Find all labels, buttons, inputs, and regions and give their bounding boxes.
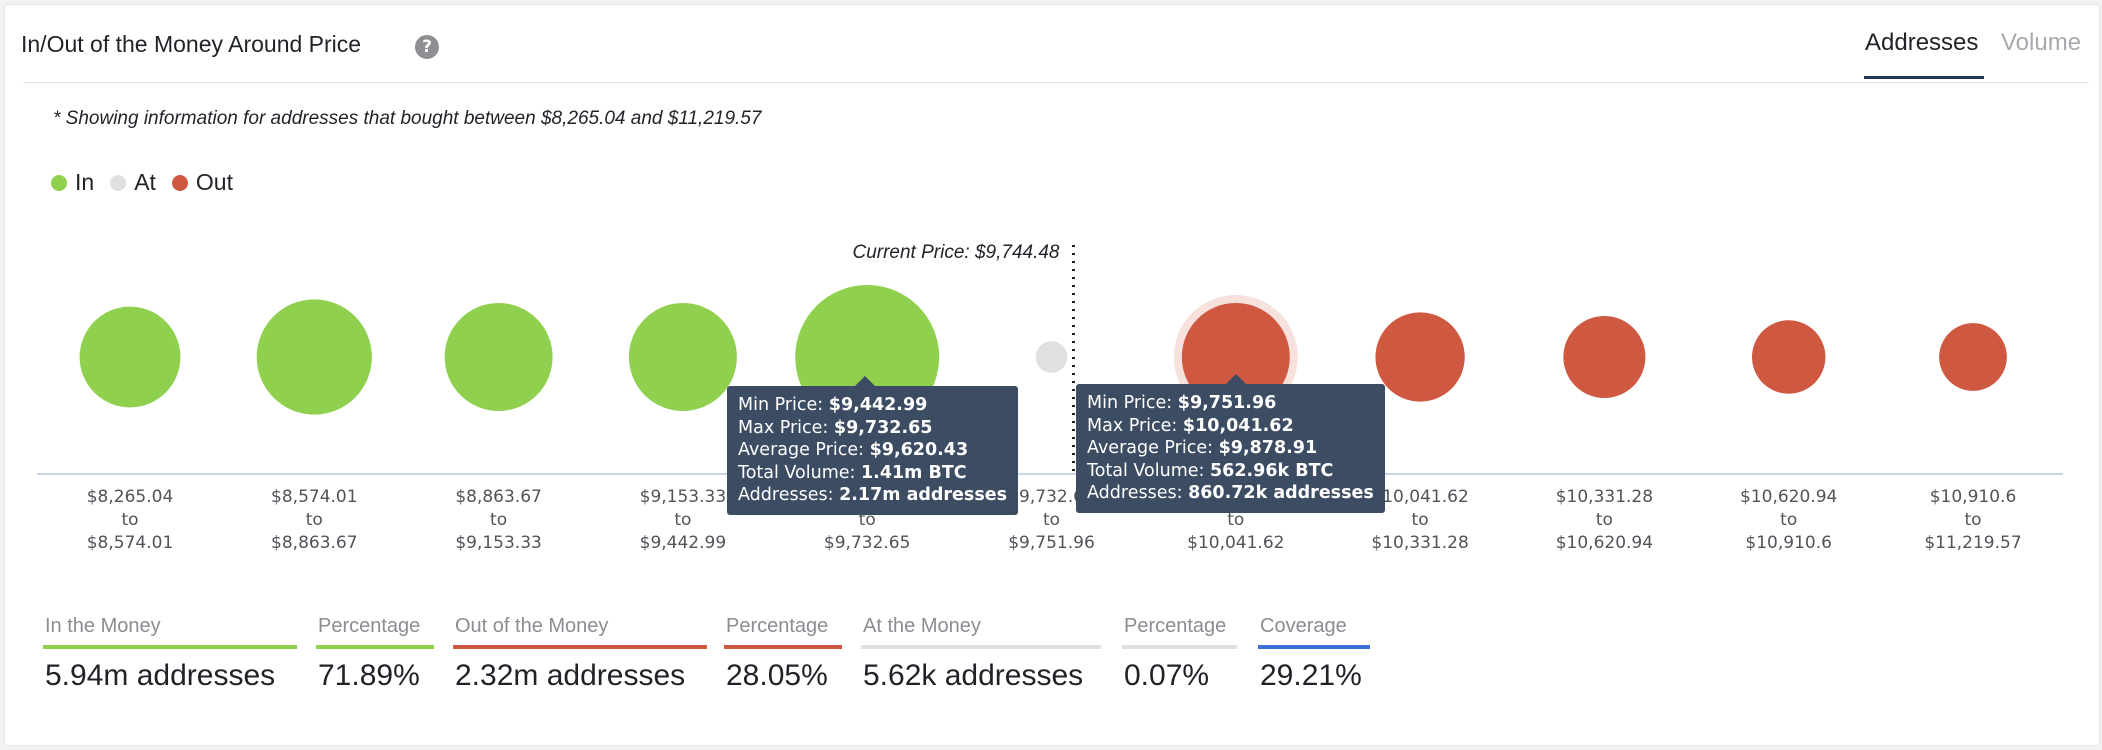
tab-volume[interactable]: Volume bbox=[2001, 29, 2082, 56]
x-tick-connector: to bbox=[1780, 510, 1797, 530]
header-divider bbox=[23, 82, 2089, 83]
current-price-label: Current Price: $9,744.48 bbox=[852, 242, 1059, 263]
x-tick-range-from: $10,041.62 bbox=[1371, 487, 1468, 507]
stat-label: Percentage bbox=[724, 615, 842, 649]
stat-value: 71.89% bbox=[318, 659, 420, 692]
legend-label-in: In bbox=[75, 169, 95, 195]
x-tick-connector: to bbox=[1412, 510, 1429, 530]
x-tick-connector: to bbox=[490, 510, 507, 530]
bubble-10[interactable] bbox=[1751, 320, 1826, 394]
stat-value: 29.21% bbox=[1260, 659, 1362, 692]
stat-out-of-the-money: Out of the Money 2.32m addresses bbox=[453, 615, 707, 693]
stat-at-the-money: At the Money 5.62k addresses bbox=[861, 615, 1101, 693]
stat-in-percentage: Percentage 71.89% bbox=[316, 615, 434, 693]
tooltip-row-min: Min Price: $9,751.96 bbox=[1087, 393, 1277, 413]
tooltip-row-volume: Total Volume: 1.41m BTC bbox=[738, 462, 967, 483]
x-tick-range-to: $10,910.6 bbox=[1745, 533, 1832, 553]
x-tick-range-to: $10,041.62 bbox=[1187, 533, 1284, 553]
tooltip-row-volume: Total Volume: 562.96k BTC bbox=[1087, 460, 1334, 481]
page-title: In/Out of the Money Around Price bbox=[21, 31, 362, 57]
chart-card: In/Out of the Money Around Price ? Addre… bbox=[4, 4, 2100, 746]
x-tick-range-to: $8,574.01 bbox=[87, 533, 174, 553]
stat-value: 5.94m addresses bbox=[45, 659, 276, 692]
legend-item-out[interactable]: Out bbox=[171, 169, 233, 196]
x-tick-range-to: $10,331.28 bbox=[1371, 533, 1468, 553]
stat-out-percentage: Percentage 28.05% bbox=[724, 615, 842, 693]
x-tick-range-from: $10,910.6 bbox=[1930, 487, 2017, 507]
legend-dot-at bbox=[110, 174, 127, 191]
range-note: * Showing information for addresses that… bbox=[53, 108, 762, 129]
tooltip-arrow bbox=[855, 376, 875, 386]
stat-value: 0.07% bbox=[1124, 659, 1210, 692]
legend-dot-out bbox=[171, 174, 188, 191]
x-tick-range-from: $10,620.94 bbox=[1740, 487, 1837, 507]
legend-item-at[interactable]: At bbox=[110, 169, 156, 196]
legend-label-out: Out bbox=[195, 169, 233, 195]
x-tick-range-from: $9,732.65 bbox=[1008, 487, 1095, 507]
bubble-8[interactable] bbox=[1375, 312, 1465, 402]
x-tick-range-to: $8,863.67 bbox=[271, 533, 358, 553]
x-tick-range-from: $10,331.28 bbox=[1556, 487, 1653, 507]
x-tick-connector: to bbox=[859, 510, 876, 530]
tooltip-arrow bbox=[1226, 374, 1246, 384]
x-tick-range-to: $9,442.99 bbox=[640, 533, 727, 553]
x-tick-range-to: $11,219.57 bbox=[1924, 533, 2021, 553]
x-tick-connector: to bbox=[121, 510, 138, 530]
tooltip-row-max: Max Price: $9,732.65 bbox=[738, 417, 933, 438]
bubble-1[interactable] bbox=[79, 306, 181, 408]
x-tick-range-from: $8,265.04 bbox=[87, 487, 174, 507]
active-tab-indicator bbox=[1864, 76, 1984, 79]
x-tick-range-to: $9,153.33 bbox=[455, 533, 542, 553]
legend-dot-in bbox=[51, 174, 67, 191]
x-tick-connector: to bbox=[1596, 510, 1613, 530]
bubble-6[interactable] bbox=[1035, 341, 1068, 373]
help-icon[interactable]: ? bbox=[415, 35, 439, 59]
bubble-11[interactable] bbox=[1939, 323, 2007, 391]
tooltip-bubble-7: Min Price: $9,751.96 Max Price: $10,041.… bbox=[1076, 374, 1385, 513]
x-tick-range-to: $10,620.94 bbox=[1556, 533, 1653, 553]
tooltip-row-avg: Average Price: $9,620.43 bbox=[738, 440, 969, 460]
x-tick-connector: to bbox=[1964, 510, 1981, 530]
tooltip-row-addresses: Addresses: 860.72k addresses bbox=[1087, 483, 1374, 503]
stat-in-the-money: In the Money 5.94m addresses bbox=[43, 615, 297, 693]
x-tick-range-from: $8,574.01 bbox=[271, 487, 358, 507]
x-tick-connector: to bbox=[306, 510, 323, 530]
tooltip-bubble-5: Min Price: $9,442.99 Max Price: $9,732.6… bbox=[727, 376, 1019, 515]
stat-value: 28.05% bbox=[726, 659, 828, 692]
stat-value: 2.32m addresses bbox=[455, 659, 686, 692]
x-tick-connector: to bbox=[674, 510, 691, 530]
bubble-3[interactable] bbox=[444, 303, 553, 411]
stat-label: Out of the Money bbox=[453, 615, 707, 649]
stat-label: At the Money bbox=[861, 615, 1101, 649]
x-tick-range-to: $9,751.96 bbox=[1008, 533, 1095, 553]
bubble-2[interactable] bbox=[256, 299, 372, 415]
x-tick-connector: to bbox=[1227, 510, 1244, 530]
legend-label-at: At bbox=[134, 169, 156, 195]
tooltip-row-addresses: Addresses: 2.17m addresses bbox=[738, 485, 1008, 505]
stat-label: In the Money bbox=[43, 615, 297, 649]
x-tick-connector: to bbox=[1043, 510, 1060, 530]
x-tick-range-from: $9,153.33 bbox=[640, 487, 727, 507]
stat-label: Coverage bbox=[1258, 615, 1370, 649]
legend-item-in[interactable]: In bbox=[51, 169, 94, 196]
stat-coverage: Coverage 29.21% bbox=[1258, 615, 1370, 693]
stat-label: Percentage bbox=[316, 615, 434, 649]
tab-addresses[interactable]: Addresses bbox=[1865, 29, 1979, 56]
x-tick-range-from: $8,863.67 bbox=[455, 487, 542, 507]
legend: In At Out bbox=[51, 169, 249, 196]
bubble-9[interactable] bbox=[1563, 315, 1646, 399]
stat-label: Percentage bbox=[1122, 615, 1237, 649]
tooltip-row-max: Max Price: $10,041.62 bbox=[1087, 415, 1294, 436]
stat-value: 5.62k addresses bbox=[863, 659, 1084, 692]
bubble-4[interactable] bbox=[628, 303, 737, 411]
tooltip-row-min: Min Price: $9,442.99 bbox=[738, 395, 928, 415]
stat-at-percentage: Percentage 0.07% bbox=[1122, 615, 1237, 693]
x-tick-range-to: $9,732.65 bbox=[824, 533, 911, 553]
tooltip-row-avg: Average Price: $9,878.91 bbox=[1087, 438, 1318, 458]
